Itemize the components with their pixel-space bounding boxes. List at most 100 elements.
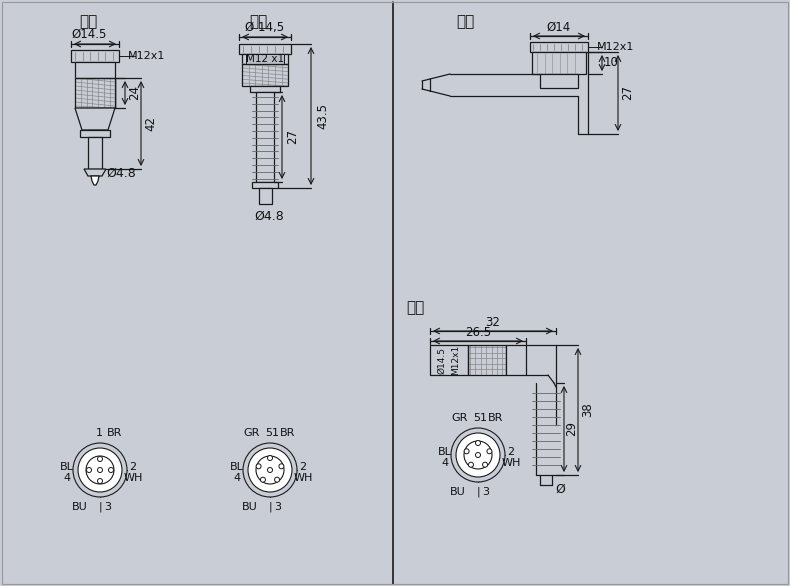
Text: 4: 4	[442, 458, 449, 468]
Text: 5: 5	[265, 428, 273, 438]
Text: WH: WH	[123, 473, 143, 483]
Text: BU: BU	[450, 487, 466, 497]
Text: BU: BU	[72, 502, 88, 512]
Bar	[468, 345, 506, 375]
Bar	[71, 50, 119, 62]
Bar	[242, 64, 288, 86]
Text: 公插: 公插	[249, 15, 267, 29]
Text: 32: 32	[486, 315, 500, 329]
Bar	[506, 345, 526, 375]
Text: BR: BR	[107, 428, 122, 438]
Circle shape	[73, 443, 127, 497]
Text: 母插: 母插	[79, 15, 97, 29]
Circle shape	[78, 448, 122, 492]
Circle shape	[108, 468, 114, 472]
Text: Ø14.5: Ø14.5	[71, 28, 107, 40]
Text: 3: 3	[274, 502, 281, 512]
Text: 2: 2	[299, 462, 307, 472]
Text: BR: BR	[280, 428, 295, 438]
Text: 1: 1	[480, 413, 487, 423]
Bar	[540, 74, 578, 88]
Text: 27: 27	[622, 86, 634, 101]
Text: BU: BU	[243, 502, 258, 512]
Text: 29: 29	[566, 421, 578, 437]
Text: M12 x1: M12 x1	[246, 54, 284, 64]
Text: 4: 4	[63, 473, 70, 483]
Text: 24: 24	[129, 86, 141, 101]
Bar	[246, 54, 284, 64]
Text: GR: GR	[243, 428, 260, 438]
Bar	[88, 137, 102, 169]
Text: M12x1: M12x1	[597, 42, 634, 52]
Text: Ø14.5: Ø14.5	[438, 346, 446, 373]
Text: 10: 10	[604, 56, 619, 70]
Text: |: |	[268, 502, 272, 512]
Bar	[75, 78, 115, 108]
Text: BL: BL	[230, 462, 244, 472]
Circle shape	[279, 464, 284, 469]
Circle shape	[268, 455, 273, 461]
Bar	[430, 345, 468, 375]
Circle shape	[275, 477, 280, 482]
Bar	[258, 188, 272, 204]
Bar	[239, 44, 291, 54]
Circle shape	[468, 462, 473, 467]
Circle shape	[483, 462, 487, 467]
Polygon shape	[84, 169, 106, 176]
Bar	[250, 86, 280, 92]
Text: 1: 1	[272, 428, 279, 438]
Bar	[242, 54, 288, 64]
Text: 4: 4	[233, 473, 241, 483]
Text: |: |	[476, 487, 480, 498]
Text: BR: BR	[488, 413, 503, 423]
Text: 26.5: 26.5	[465, 325, 491, 339]
Circle shape	[243, 443, 297, 497]
Text: 42: 42	[145, 116, 157, 131]
Text: WH: WH	[293, 473, 313, 483]
Text: M12x1: M12x1	[128, 51, 166, 61]
Text: |: |	[98, 502, 102, 512]
Bar	[532, 52, 586, 74]
Circle shape	[464, 449, 469, 454]
Text: 1: 1	[96, 428, 103, 438]
Bar	[75, 62, 115, 78]
Text: 2: 2	[130, 462, 137, 472]
Circle shape	[451, 428, 505, 482]
Text: M12x1: M12x1	[452, 345, 461, 375]
Text: 5: 5	[473, 413, 480, 423]
Text: BL: BL	[60, 462, 74, 472]
Text: Ø14: Ø14	[547, 21, 571, 33]
Circle shape	[268, 468, 273, 472]
Text: GR: GR	[452, 413, 468, 423]
Circle shape	[476, 452, 480, 458]
Circle shape	[248, 448, 292, 492]
Text: 3: 3	[104, 502, 111, 512]
Circle shape	[86, 468, 92, 472]
Circle shape	[97, 468, 103, 472]
Bar	[530, 42, 588, 52]
Polygon shape	[75, 108, 115, 130]
Circle shape	[476, 441, 480, 445]
Circle shape	[86, 456, 114, 484]
Text: Ø4.8: Ø4.8	[106, 166, 136, 179]
Text: 38: 38	[581, 403, 595, 417]
Text: Ø4.8: Ø4.8	[254, 210, 284, 223]
Circle shape	[456, 433, 500, 477]
Circle shape	[97, 479, 103, 483]
Circle shape	[256, 464, 261, 469]
Text: 3: 3	[482, 487, 489, 497]
Text: WH: WH	[502, 458, 521, 468]
Circle shape	[487, 449, 492, 454]
Text: Ø: Ø	[555, 482, 565, 496]
Text: 27: 27	[287, 130, 299, 145]
Bar	[256, 92, 274, 182]
Circle shape	[256, 456, 284, 484]
Circle shape	[261, 477, 265, 482]
Circle shape	[97, 456, 103, 462]
Bar	[80, 130, 110, 137]
Text: 2: 2	[507, 447, 514, 457]
Text: 43.5: 43.5	[317, 103, 329, 129]
Text: 母插: 母插	[456, 15, 474, 29]
Bar	[252, 182, 278, 188]
Text: 公插: 公插	[406, 301, 424, 315]
